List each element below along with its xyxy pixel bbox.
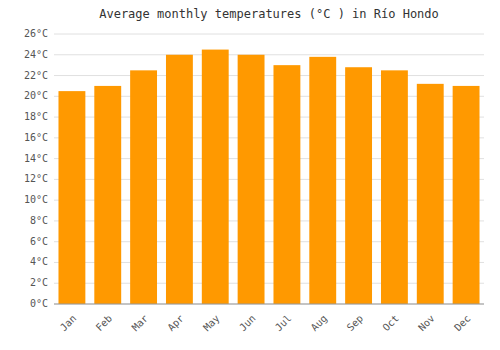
title: Average monthly temperatures (°C ) in Rí… [99,7,439,21]
bar [202,50,229,304]
y-tick-label: 4°C [30,256,48,267]
bar [417,84,444,304]
y-tick-label: 8°C [30,215,48,226]
x-tick-label: Apr [165,313,186,334]
x-axis-line [54,304,484,305]
x-tick-label: May [201,313,222,334]
bar [309,57,336,304]
chart-container: 0°C 2°C 4°C 6°C 8°C 10°C 12°C 14°C 16°C 18°C 20°C 2… [0,0,500,350]
chart: 0°C 2°C 4°C 6°C 8°C 10°C 12°C 14°C 16°C 18°C 20°C 2… [0,0,500,350]
x-tick-label: Nov [416,313,437,334]
bar [238,55,265,304]
x-tick-label: Jan [58,313,79,334]
y-tick-label: 26°C [24,28,48,39]
y-tick-label: 12°C [24,173,48,184]
x-axis: Jan Feb Mar Apr May Jun Jul Aug Sep Oct Nov Dec [54,304,484,333]
bar [381,70,408,304]
y-tick-label: 22°C [24,70,48,81]
grid-line [54,54,484,55]
x-tick-label: Oct [380,313,401,334]
y-axis: 0°C 2°C 4°C 6°C 8°C 10°C 12°C 14°C 16°C 18°C 20°C 2… [24,28,484,309]
bar [345,67,372,304]
grid-line [54,304,484,305]
grid-line [54,75,484,76]
bars [58,50,479,304]
y-tick-label: 0°C [30,298,48,309]
y-tick-label: 24°C [24,49,48,60]
y-tick-label: 20°C [24,90,48,101]
x-tick-label: Feb [94,313,115,334]
bar [166,55,193,304]
y-tick-label: 18°C [24,111,48,122]
x-tick-label: Jun [237,313,258,334]
x-tick-label: Jul [273,313,294,334]
bar [58,91,85,304]
y-tick-label: 16°C [24,132,48,143]
bar [130,70,157,304]
y-tick-label: 6°C [30,236,48,247]
x-tick-label: Dec [452,313,473,334]
x-tick-label: Sep [345,313,366,334]
y-tick-label: 10°C [24,194,48,205]
x-tick-label: Aug [309,313,330,334]
y-tick-label: 2°C [30,277,48,288]
x-tick-label: Mar [130,313,151,334]
bar [273,65,300,304]
y-tick-label: 14°C [24,153,48,164]
bar [453,86,480,304]
grid-line [54,34,484,35]
bar [94,86,121,304]
